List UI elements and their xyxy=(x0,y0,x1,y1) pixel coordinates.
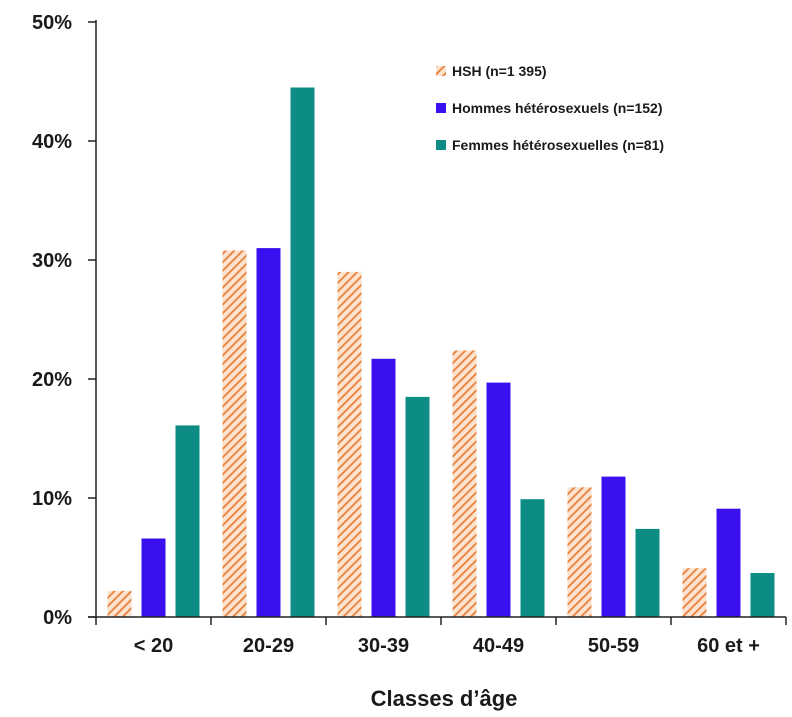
legend-swatch xyxy=(436,140,446,150)
bar-hommes-50-59 xyxy=(601,476,626,617)
y-tick-label: 30% xyxy=(32,250,72,272)
bar-femmes-20-29 xyxy=(290,87,315,617)
bar-hommes-60-et xyxy=(716,508,741,617)
y-tick-label: 0% xyxy=(43,607,72,629)
x-tick-label: 20-29 xyxy=(243,635,294,657)
bar-hommes-40-49 xyxy=(486,382,511,617)
x-tick-label: < 20 xyxy=(134,635,173,657)
bar-hsh-60-et xyxy=(682,568,707,617)
legend: HSH (n=1 395) Hommes hétérosexuels (n=152… xyxy=(436,63,664,153)
bar-hsh-40-49 xyxy=(452,350,477,617)
bars-layer xyxy=(107,87,775,617)
x-tick-label: 60 et + xyxy=(697,635,760,657)
bar-hommes-30-39 xyxy=(371,358,396,617)
y-tick-label: 40% xyxy=(32,131,72,153)
y-tick-label: 10% xyxy=(32,488,72,510)
bar-hsh-30-39 xyxy=(337,271,362,617)
bar-femmes-40-49 xyxy=(520,499,545,617)
bar-femmes-30-39 xyxy=(405,396,430,617)
bar-hsh-20 xyxy=(107,590,132,617)
x-axis-label: Classes d’âge xyxy=(371,686,518,711)
axes-layer: 0% 10% 20% 30% 40% 50% < 20 20-29 30-39 40-49 50-5… xyxy=(32,12,787,657)
legend-label: Hommes hétérosexuels (n=152) xyxy=(452,100,662,116)
bar-femmes-20 xyxy=(175,425,200,617)
x-tick-label: 30-39 xyxy=(358,635,409,657)
bar-femmes-60-et xyxy=(750,573,775,617)
bar-hsh-50-59 xyxy=(567,487,592,617)
bar-femmes-50-59 xyxy=(635,528,660,617)
y-tick-label: 50% xyxy=(32,12,72,34)
bar-hsh-20-29 xyxy=(222,250,247,617)
bar-hommes-20-29 xyxy=(256,248,281,617)
y-tick-label: 20% xyxy=(32,369,72,391)
x-tick-label: 50-59 xyxy=(588,635,639,657)
legend-swatch xyxy=(436,66,446,76)
legend-label: HSH (n=1 395) xyxy=(452,63,547,79)
legend-swatch xyxy=(436,103,446,113)
x-tick-label: 40-49 xyxy=(473,635,524,657)
legend-label: Femmes hétérosexuelles (n=81) xyxy=(452,137,664,153)
bar-hommes-20 xyxy=(141,538,166,617)
